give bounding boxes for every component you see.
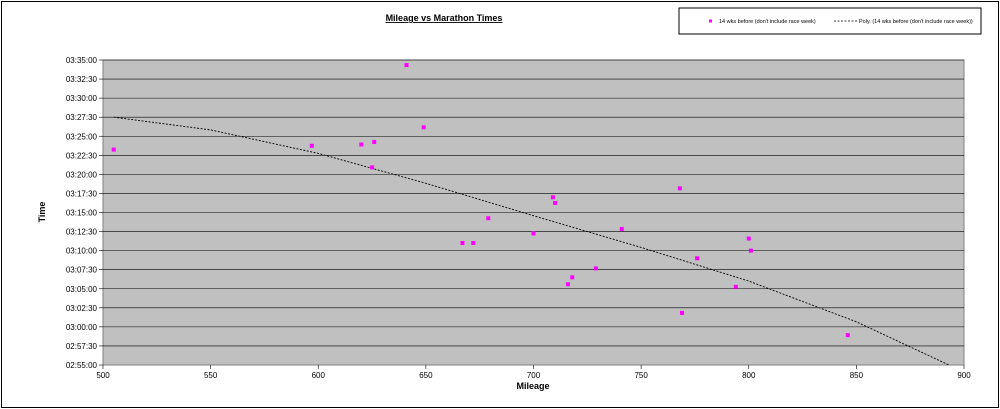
data-point [471,241,476,245]
x-tick-label: 750 [634,371,648,380]
data-point [746,236,751,241]
y-tick-label: 03:27:30 [66,113,98,122]
legend: 14 wks before (don't include race week) … [678,7,982,35]
y-tick-label: 03:02:30 [66,304,98,313]
y-tick-label: 03:17:30 [66,189,98,198]
data-point [531,231,536,236]
x-tick-label: 650 [419,371,433,380]
legend-label-scatter: 14 wks before (don't include race week) [719,19,816,25]
data-point [845,333,850,338]
data-point [370,165,375,170]
data-point [372,139,377,144]
x-tick-label: 550 [204,371,218,380]
y-axis-title: Time [37,202,47,223]
data-point [677,186,682,191]
chart-title: Mileage vs Marathon Times [386,13,503,23]
data-point [309,143,314,148]
y-tick-label: 03:00:00 [66,323,98,332]
x-tick-label: 850 [850,371,864,380]
x-tick-label: 500 [96,371,110,380]
data-point [550,195,555,200]
x-axis-ticks: 500 550 600 650 700 750 800 850 900 [96,365,971,380]
y-tick-label: 03:22:30 [66,151,98,160]
y-tick-label: 03:25:00 [66,132,98,141]
x-tick-label: 800 [742,371,756,380]
grid-lines [103,59,964,347]
data-point [421,125,426,130]
y-tick-label: 03:32:30 [66,75,98,84]
legend-label-trend: Poly. (14 wks before (don't include race… [859,19,973,25]
y-tick-label: 03:12:30 [66,228,98,237]
data-point [695,256,700,261]
data-point [486,216,491,221]
data-point [460,241,465,245]
x-tick-label: 600 [312,371,326,380]
data-point [748,248,753,253]
data-point [565,282,570,287]
y-tick-label: 03:20:00 [66,170,98,179]
data-points [111,63,850,338]
data-point [570,275,575,280]
y-axis-ticks: 02:55:00 02:57:30 03:00:00 03:02:30 03:05:00… [66,56,103,370]
y-tick-label: 03:05:00 [66,285,98,294]
data-point [404,63,409,68]
y-tick-label: 03:35:00 [66,56,98,65]
x-axis-title: Mileage [516,381,549,391]
x-tick-label: 700 [527,371,541,380]
legend-box [678,7,982,35]
trendline [113,116,950,366]
data-point [680,310,685,315]
legend-marker-scatter [709,19,712,23]
y-tick-label: 03:07:30 [66,266,98,275]
data-point [733,284,738,289]
data-point [359,142,364,147]
y-tick-label: 03:15:00 [66,209,98,218]
y-tick-label: 02:57:30 [66,342,98,351]
data-point [619,227,624,232]
y-tick-label: 03:10:00 [66,247,98,256]
data-point [553,200,558,205]
x-tick-label: 900 [957,371,971,380]
data-point [593,266,598,271]
data-point [111,147,116,152]
y-tick-label: 02:55:00 [66,361,98,370]
y-tick-label: 03:30:00 [66,94,98,103]
